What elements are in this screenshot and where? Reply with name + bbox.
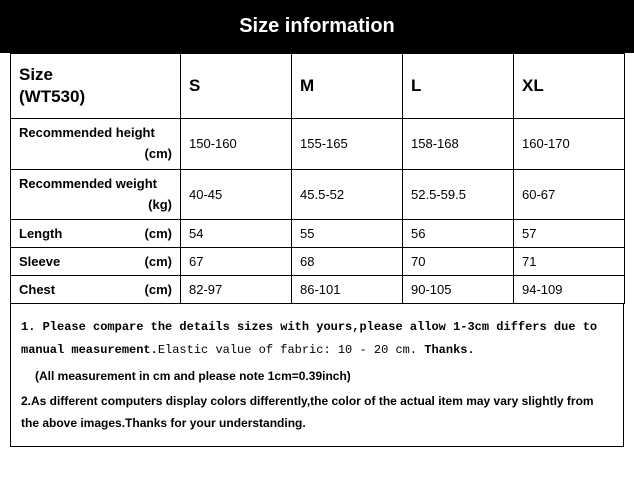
table-header-row: Size (WT530) S M L XL bbox=[11, 54, 625, 119]
title-bar: Size information bbox=[0, 0, 634, 53]
header-size-xl: XL bbox=[514, 54, 625, 119]
row-label: Sleeve (cm) bbox=[11, 248, 181, 276]
header-label-line2: (WT530) bbox=[19, 87, 85, 106]
cell: 155-165 bbox=[292, 119, 403, 170]
table-row: Length (cm) 54 55 56 57 bbox=[11, 220, 625, 248]
row-label: Length (cm) bbox=[11, 220, 181, 248]
header-label-line1: Size bbox=[19, 65, 53, 84]
cell: 71 bbox=[514, 248, 625, 276]
cell: 86-101 bbox=[292, 276, 403, 304]
cell: 56 bbox=[403, 220, 514, 248]
table-row: Sleeve (cm) 67 68 70 71 bbox=[11, 248, 625, 276]
row-label: Recommended weight (kg) bbox=[11, 169, 181, 220]
row-label-text: Chest bbox=[19, 282, 55, 297]
row-label: Recommended height (cm) bbox=[11, 119, 181, 170]
cell: 54 bbox=[181, 220, 292, 248]
cell: 67 bbox=[181, 248, 292, 276]
note-line-3: 2.As different computers display colors … bbox=[21, 391, 613, 434]
header-size-l: L bbox=[403, 54, 514, 119]
cell: 60-67 bbox=[514, 169, 625, 220]
row-label-text: Length bbox=[19, 226, 62, 241]
row-unit: (cm) bbox=[145, 254, 172, 269]
row-label-text: Recommended weight bbox=[19, 174, 172, 195]
table-row: Chest (cm) 82-97 86-101 90-105 94-109 bbox=[11, 276, 625, 304]
table-row: Recommended height (cm) 150-160 155-165 … bbox=[11, 119, 625, 170]
row-unit: (cm) bbox=[145, 282, 172, 297]
row-unit: (cm) bbox=[145, 144, 172, 165]
cell: 55 bbox=[292, 220, 403, 248]
cell: 94-109 bbox=[514, 276, 625, 304]
size-chart-container: Size information Size (WT530) S M L XL R… bbox=[0, 0, 634, 500]
cell: 45.5-52 bbox=[292, 169, 403, 220]
note-line-2: (All measurement in cm and please note 1… bbox=[21, 366, 613, 388]
cell: 52.5-59.5 bbox=[403, 169, 514, 220]
cell: 82-97 bbox=[181, 276, 292, 304]
cell: 70 bbox=[403, 248, 514, 276]
cell: 158-168 bbox=[403, 119, 514, 170]
cell: 160-170 bbox=[514, 119, 625, 170]
row-label-text: Recommended height bbox=[19, 123, 172, 144]
row-label-text: Sleeve bbox=[19, 254, 60, 269]
header-size-m: M bbox=[292, 54, 403, 119]
row-unit: (cm) bbox=[145, 226, 172, 241]
row-label: Chest (cm) bbox=[11, 276, 181, 304]
note-line-1: 1. Please compare the details sizes with… bbox=[21, 316, 613, 361]
note-1b: Elastic value of fabric: 10 - 20 cm. bbox=[158, 343, 417, 357]
table-row: Recommended weight (kg) 40-45 45.5-52 52… bbox=[11, 169, 625, 220]
cell: 150-160 bbox=[181, 119, 292, 170]
header-label-cell: Size (WT530) bbox=[11, 54, 181, 119]
note-1c: Thanks. bbox=[417, 343, 475, 357]
size-table: Size (WT530) S M L XL Recommended height… bbox=[10, 53, 625, 304]
cell: 57 bbox=[514, 220, 625, 248]
cell: 40-45 bbox=[181, 169, 292, 220]
notes-block: 1. Please compare the details sizes with… bbox=[10, 304, 624, 447]
cell: 68 bbox=[292, 248, 403, 276]
cell: 90-105 bbox=[403, 276, 514, 304]
row-unit: (kg) bbox=[148, 195, 172, 216]
header-size-s: S bbox=[181, 54, 292, 119]
